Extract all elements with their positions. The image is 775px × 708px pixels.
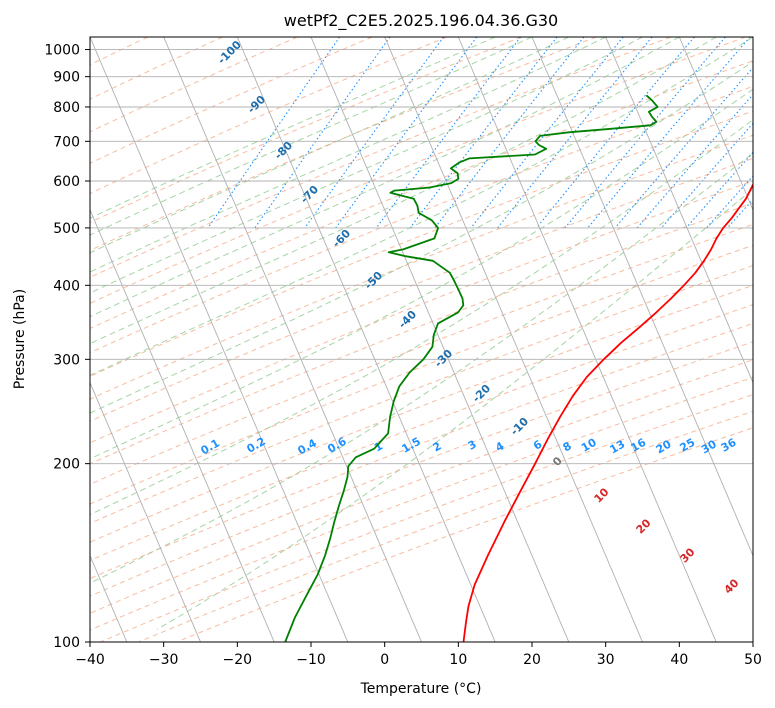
x-tick-label: −40 (75, 652, 105, 668)
temperature-profile (462, 182, 753, 642)
dry-adiabat (90, 134, 753, 400)
x-tick-label: 40 (670, 652, 688, 668)
x-axis-ticks: −40 −30 −20 −10 0 10 20 30 40 50 (75, 642, 762, 668)
dry-adiabat (90, 37, 223, 100)
x-tick-label: 10 (449, 652, 467, 668)
x-tick-label: −20 (223, 652, 253, 668)
isotherm (310, 37, 570, 642)
y-tick-label: 300 (53, 352, 80, 368)
mixing-ratio-line (254, 37, 391, 229)
y-axis-title: Pressure (hPa) (12, 289, 28, 389)
mixing-ratio-line (564, 37, 726, 229)
y-tick-label: 700 (53, 134, 80, 150)
y-tick-label: 500 (53, 221, 80, 237)
mixing-ratio-line (335, 37, 478, 229)
moist-adiabat (90, 37, 533, 236)
isotherm (163, 37, 422, 642)
isobars (90, 49, 753, 642)
y-tick-label: 900 (53, 70, 80, 86)
x-tick-label: 30 (597, 652, 615, 668)
dry-adiabats (90, 37, 753, 642)
mixing-ratio-line (636, 93, 753, 229)
plot-area: -100-90-80-70-60-50-40-30-20-10010203040… (90, 37, 753, 642)
x-tick-label: 0 (380, 652, 389, 668)
dry-adiabat (90, 322, 753, 580)
dry-adiabat (90, 244, 753, 505)
isotherm (90, 37, 349, 642)
moist-adiabat (90, 37, 496, 219)
dry-adiabat (90, 180, 753, 444)
y-tick-label: 200 (53, 457, 80, 473)
dry-adiabat (90, 376, 753, 631)
isotherm (90, 208, 275, 642)
dry-adiabat (90, 341, 753, 597)
dewpoint-profile (284, 94, 659, 642)
dry-adiabat (90, 223, 753, 485)
isotherm (678, 37, 753, 212)
mixing-ratio-line (207, 37, 341, 229)
dry-adiabat (90, 37, 597, 252)
dry-adiabat (90, 85, 753, 354)
isotherm (90, 381, 201, 642)
x-tick-label: 20 (523, 652, 541, 668)
y-tick-label: 600 (53, 174, 80, 190)
x-tick-label: 50 (744, 652, 762, 668)
moist-adiabat (90, 61, 753, 414)
isotherm (531, 37, 753, 557)
dry-adiabat (90, 284, 753, 543)
y-tick-label: 800 (53, 100, 80, 116)
mixing-ratio-line (304, 37, 445, 229)
isotherm (605, 37, 753, 384)
moist-adiabat (90, 37, 606, 273)
y-axis-ticks: 100 200 300 400 500 600 700 800 900 1000 (44, 43, 90, 651)
x-axis-title: Temperature (°C) (360, 681, 482, 697)
x-tick-label: −30 (149, 652, 179, 668)
dry-adiabat (90, 37, 298, 133)
chart-title: wetPf2_C2E5.2025.196.04.36.G30 (284, 11, 558, 31)
moist-adiabat (90, 88, 753, 460)
x-tick-label: −10 (296, 652, 326, 668)
y-tick-label: 400 (53, 278, 80, 294)
y-tick-label: 100 (53, 635, 80, 651)
mixing-ratio-line (470, 37, 624, 229)
dry-adiabat (90, 37, 447, 195)
mixing-ratio-line (497, 37, 653, 229)
plot-frame (89, 36, 754, 643)
dry-adiabat (90, 37, 671, 278)
isotherm (457, 37, 717, 642)
mixing-ratio-line (375, 37, 522, 229)
dry-adiabat (90, 110, 753, 377)
moist-adiabat (90, 37, 717, 345)
isotherm (236, 37, 496, 642)
isotherms (90, 37, 753, 642)
moist-adiabat (90, 37, 570, 254)
profiles (284, 94, 753, 642)
moist-adiabat (90, 152, 753, 584)
isotherm (384, 37, 643, 642)
y-tick-label: 1000 (44, 43, 80, 59)
mixing-ratio-lines (207, 37, 753, 229)
